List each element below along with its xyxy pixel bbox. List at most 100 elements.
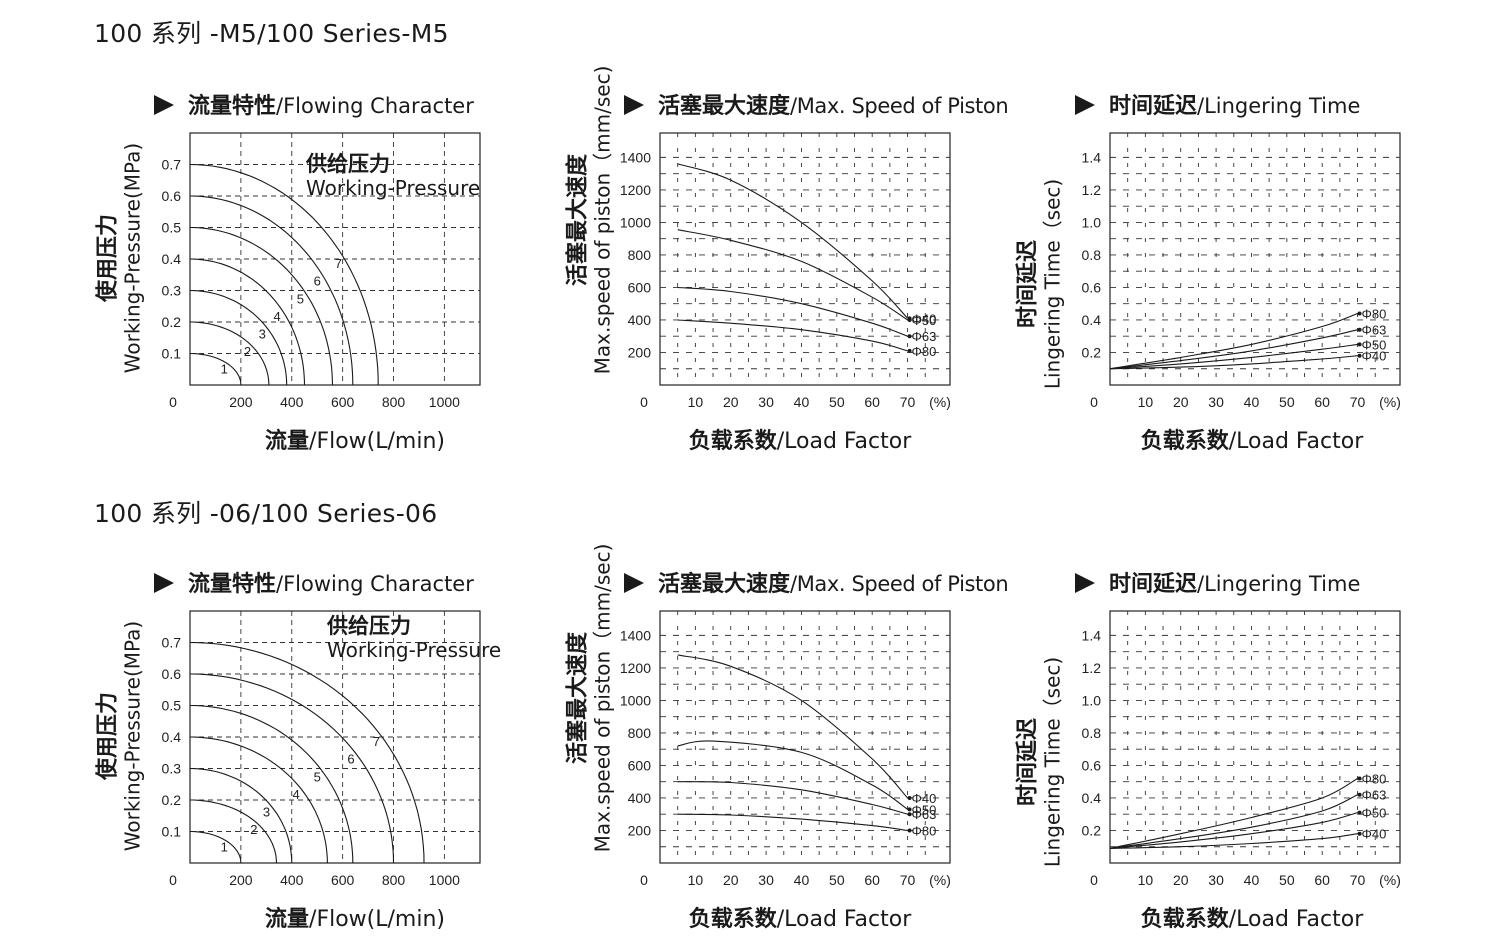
series-end-point <box>1357 342 1362 347</box>
x-tick-label: 50 <box>1279 872 1295 888</box>
y-tick-label: 600 <box>628 757 652 773</box>
x-tick-label: 10 <box>1138 872 1154 888</box>
x-tick-label: 40 <box>1244 394 1260 410</box>
series-label: Φ63 <box>1362 788 1387 803</box>
speed-chart-m5: 200 400 600 800 1000 1200 1400 0 10 20 30 40 50 60 70 (… <box>620 132 951 410</box>
plot-frame <box>659 610 951 864</box>
y-tick-label: 0.8 <box>1082 725 1102 741</box>
flow-title-cn: 流量特性 <box>188 572 277 597</box>
y-tick-label: 0.4 <box>162 729 182 745</box>
y-tick-label: 200 <box>628 344 652 360</box>
time-title-cn: 时间延迟 <box>1109 94 1198 119</box>
plot-frame <box>659 132 951 386</box>
series-line <box>677 229 908 321</box>
series-line <box>189 226 334 386</box>
x-tick-label: 0 <box>640 872 648 888</box>
x-tick-label: 10 <box>688 872 704 888</box>
xlabel-en: /Load Factor <box>776 429 912 454</box>
x-tick-label: 40 <box>794 872 810 888</box>
xlabel-en: /Load Factor <box>1228 907 1364 932</box>
x-tick-label: 50 <box>829 872 845 888</box>
series-end-point <box>1357 353 1362 358</box>
time-panel-title: 时间延迟/Lingering Time <box>1075 566 1360 598</box>
x-tick-label: 70 <box>1350 872 1366 888</box>
series-label: 7 <box>373 734 380 749</box>
y-tick-label: 0.6 <box>1082 757 1102 773</box>
triangle-arrow-icon <box>1075 95 1095 115</box>
y-tick-label: 0.2 <box>1082 822 1102 838</box>
legend-en: Working-Pressure <box>327 638 502 662</box>
flow-xlabel-06: 流量/Flow(L/min) <box>265 901 445 933</box>
triangle-arrow-icon <box>624 95 644 115</box>
series-end-point <box>907 812 912 817</box>
series-line <box>1109 343 1358 370</box>
series-end-point <box>1357 810 1362 815</box>
y-tick-label: 0.7 <box>162 635 182 651</box>
flow-chart-06: 0.1 0.2 0.3 0.4 0.5 0.6 0.7 0 200 400 600 800 1000 1 2… <box>162 610 481 888</box>
series-label: Φ40 <box>1362 349 1387 364</box>
ylabel-en: Lingering Time（sec) <box>1040 656 1065 868</box>
x-tick-label: 40 <box>1244 872 1260 888</box>
series-label: 1 <box>221 839 228 854</box>
series-line <box>677 286 908 337</box>
series-label: Φ63 <box>1362 323 1387 338</box>
flow-legend-06: 供给压力 Working-Pressure <box>327 614 501 662</box>
series-label: Φ50 <box>912 802 937 817</box>
x-tick-label: 60 <box>864 394 880 410</box>
x-tick-label: 600 <box>331 872 355 888</box>
y-tick-label: 0.4 <box>1082 790 1102 806</box>
x-tick-label: 30 <box>1208 394 1224 410</box>
y-tick-label: 1200 <box>620 660 651 676</box>
series-line <box>1109 778 1358 849</box>
x-tick-label: 800 <box>382 872 406 888</box>
y-tick-label: 0.3 <box>162 283 182 299</box>
series-label: 3 <box>263 804 270 819</box>
ylabel-en: Working-Pressure(MPa) <box>120 620 145 852</box>
speed-xlabel-06: 负载系数/Load Factor <box>689 901 912 933</box>
series-end-point <box>1357 776 1362 781</box>
ylabel-en: Max.speed of piston（mm/sec) <box>590 543 615 853</box>
time-chart-m5: 0.2 0.4 0.6 0.8 1.0 1.2 1.4 0 10 20 30 40 50 60 70 (%) Φ… <box>1082 132 1401 410</box>
x-tick-label: 60 <box>1314 394 1330 410</box>
series-line <box>1109 312 1358 370</box>
x-tick-label: 50 <box>829 394 845 410</box>
series-label: Φ80 <box>1362 306 1387 321</box>
x-tick-label: 0 <box>640 394 648 410</box>
series-line <box>189 704 354 864</box>
ylabel-en: Lingering Time（sec) <box>1040 178 1065 390</box>
series-line <box>1109 833 1358 849</box>
series-label: 1 <box>221 361 228 376</box>
flow-chart-m5: 0.1 0.2 0.3 0.4 0.5 0.6 0.7 0 200 400 600 800 1000 1 2… <box>162 132 481 410</box>
y-tick-label: 0.4 <box>162 251 182 267</box>
time-title-en: /Lingering Time <box>1197 94 1361 118</box>
y-tick-label: 1200 <box>620 182 651 198</box>
x-tick-label: 800 <box>382 394 406 410</box>
speed-panel-title: 活塞最大速度/Max. Speed of Piston <box>624 88 1009 120</box>
x-unit-label: (%) <box>929 872 951 888</box>
series-label: Φ40 <box>1362 827 1387 842</box>
series-end-point <box>1357 311 1362 316</box>
y-tick-label: 1.2 <box>1082 660 1102 676</box>
series-label: Φ80 <box>912 344 937 359</box>
y-tick-label: 400 <box>628 790 652 806</box>
y-tick-label: 0.6 <box>162 666 182 682</box>
y-tick-label: 0.4 <box>1082 312 1102 328</box>
legend-en: Working-Pressure <box>306 176 481 200</box>
flow-legend-m5: 供给压力 Working-Pressure <box>306 152 480 200</box>
x-tick-label: 30 <box>758 872 774 888</box>
series-end-point <box>907 334 912 339</box>
y-tick-label: 0.8 <box>1082 247 1102 263</box>
y-tick-label: 0.7 <box>162 157 182 173</box>
x-tick-label: 70 <box>900 872 916 888</box>
series-title-06: 100 系列 -06/100 Series-06 <box>94 499 438 528</box>
series-line <box>677 654 909 799</box>
series-line <box>677 813 908 832</box>
x-tick-label: 70 <box>1350 394 1366 410</box>
time-chart-06: 0.2 0.4 0.6 0.8 1.0 1.2 1.4 0 10 20 30 40 50 60 70 (%) Φ… <box>1082 610 1401 888</box>
x-tick-label: 60 <box>864 872 880 888</box>
series-line <box>1109 812 1358 849</box>
xlabel-en: /Load Factor <box>776 907 912 932</box>
series-label: 5 <box>314 769 321 784</box>
series-end-point <box>907 807 912 812</box>
speed-panel-title: 活塞最大速度/Max. Speed of Piston <box>624 566 1009 598</box>
